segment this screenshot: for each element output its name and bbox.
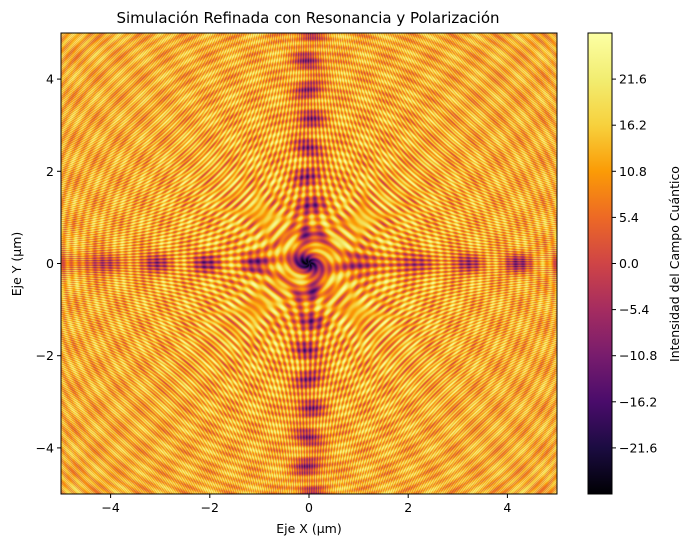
y-tick-label: −2: [36, 348, 54, 363]
colorbar-tick-label: −16.2: [619, 394, 657, 409]
x-tick-label: −4: [101, 500, 119, 515]
x-tick-label: −2: [201, 500, 219, 515]
y-tick-label: 4: [46, 72, 54, 87]
colorbar: [588, 33, 612, 494]
colorbar-tick-label: 21.6: [619, 72, 647, 87]
y-tick-label: 0: [46, 256, 54, 271]
y-tick-label: −4: [36, 440, 54, 455]
y-axis: −4 −2 0 2 4: [36, 72, 61, 455]
y-tick-label: 2: [46, 164, 54, 179]
x-tick-label: 2: [404, 500, 412, 515]
heatmap-image: [61, 33, 557, 494]
x-tick-label: 0: [305, 500, 313, 515]
chart-title: Simulación Refinada con Resonancia y Pol…: [116, 9, 499, 27]
x-axis: −4 −2 0 2 4: [101, 494, 511, 515]
colorbar-tick-label: −5.4: [619, 302, 649, 317]
colorbar-tick-label: 5.4: [619, 210, 639, 225]
x-axis-label: Eje X (μm): [276, 521, 341, 536]
colorbar-tick-label: 16.2: [619, 118, 647, 133]
colorbar-axis: 21.6 16.2 10.8 5.4 0.0 −5.4 −10.8 −16.2 −21.6: [612, 72, 657, 455]
y-axis-label: Eje Y (μm): [9, 232, 24, 297]
colorbar-tick-label: 10.8: [619, 164, 647, 179]
colorbar-tick-label: 0.0: [619, 256, 639, 271]
colorbar-tick-label: −21.6: [619, 440, 657, 455]
x-tick-label: 4: [503, 500, 511, 515]
heatmap-plot-area: [61, 33, 557, 494]
colorbar-label: Intensidad del Campo Cuántico: [667, 166, 682, 362]
colorbar-tick-label: −10.8: [619, 348, 657, 363]
